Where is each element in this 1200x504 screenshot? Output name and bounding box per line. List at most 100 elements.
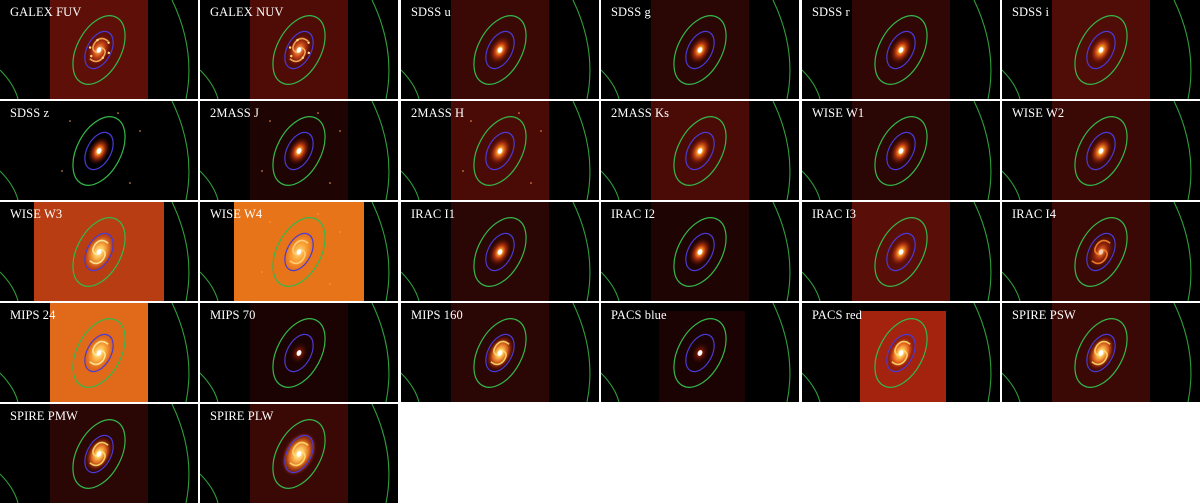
galaxy-image-wise-w1 (802, 101, 1000, 200)
panel-wise-w3: WISE W3 (0, 202, 198, 301)
outer-arc-right (973, 202, 992, 301)
hii-knot (96, 38, 99, 42)
galaxy-core (96, 451, 102, 457)
galaxy-core (497, 47, 503, 53)
inner-aperture-ellipse (284, 30, 314, 70)
galaxy-image-wise-w2 (1002, 101, 1200, 200)
galaxy-core (697, 47, 703, 53)
galaxy-image-mips-70 (200, 303, 398, 402)
galaxy-core (898, 350, 904, 356)
band-label: IRAC I1 (411, 207, 456, 221)
field-star (462, 170, 464, 172)
outer-arc-right (171, 0, 190, 99)
outer-arc-right (973, 101, 992, 200)
outer-arc-left (0, 473, 19, 503)
inner-aperture-ellipse (685, 232, 715, 272)
outer-aperture-ellipse (1074, 116, 1128, 186)
outer-arc-right (1173, 202, 1192, 301)
inner-aperture-ellipse (485, 131, 515, 171)
hii-knot (90, 54, 93, 58)
outer-aperture-ellipse (1074, 217, 1128, 287)
outer-arc-right (371, 404, 390, 503)
hii-knot (290, 54, 293, 58)
outer-arc-left (802, 372, 821, 402)
panel-wise-w2: WISE W2 (1002, 101, 1200, 200)
inner-aperture-ellipse (284, 131, 314, 171)
field-star (117, 112, 119, 114)
outer-arc-left (0, 69, 19, 99)
galaxy-group (673, 217, 727, 287)
outer-arc-right (572, 101, 591, 200)
galaxy-image-pacs-blue (601, 303, 799, 402)
outer-aperture-ellipse (72, 15, 126, 85)
galaxy-group (1074, 318, 1128, 388)
panel-irac-i3: IRAC I3 (802, 202, 1000, 301)
spiral-arm (289, 450, 306, 467)
galaxy-group (272, 116, 326, 186)
inner-aperture-ellipse (485, 232, 515, 272)
galaxy-image-sdss-i (1002, 0, 1200, 99)
spiral-arm (292, 37, 309, 54)
outer-arc-left (802, 271, 821, 301)
outer-aperture-ellipse (874, 116, 928, 186)
galaxy-image-2mass-ks (601, 101, 799, 200)
outer-arc-right (171, 202, 190, 301)
band-label: SDSS u (411, 5, 451, 19)
panel-mips-160: MIPS 160 (401, 303, 599, 402)
galaxy-image-wise-w3 (0, 202, 198, 301)
outer-arc-left (200, 473, 219, 503)
spiral-arm (292, 441, 309, 458)
galaxy-core (898, 47, 904, 53)
panel-irac-i2: IRAC I2 (601, 202, 799, 301)
inner-aperture-ellipse (485, 30, 515, 70)
field-star (470, 120, 472, 122)
panel-sdss-i: SDSS i (1002, 0, 1200, 99)
spiral-arm (289, 248, 306, 265)
panel-galex-fuv: GALEX FUV (0, 0, 198, 99)
outer-arc-left (200, 69, 219, 99)
field-star (261, 170, 263, 172)
outer-arc-left (601, 170, 620, 200)
inner-aperture-ellipse (1086, 232, 1116, 272)
outer-arc-left (601, 271, 620, 301)
outer-arc-right (371, 0, 390, 99)
outer-arc-right (572, 202, 591, 301)
galaxy-core (697, 148, 703, 154)
band-label: SPIRE PSW (1012, 308, 1076, 322)
outer-arc-right (171, 101, 190, 200)
panel-2mass-ks: 2MASS Ks (601, 101, 799, 200)
galaxy-group (874, 116, 928, 186)
galaxy-group (272, 217, 326, 287)
spiral-arm (1094, 239, 1111, 256)
galaxy-group (1074, 217, 1128, 287)
galaxy-core (697, 350, 703, 356)
outer-aperture-ellipse (1074, 318, 1128, 388)
panel-2mass-j: 2MASS J (200, 101, 398, 200)
panel-sdss-g: SDSS g (601, 0, 799, 99)
inner-aperture-ellipse (685, 30, 715, 70)
outer-arc-left (200, 271, 219, 301)
galaxy-core (497, 148, 503, 154)
outer-arc-left (200, 372, 219, 402)
field-star (69, 120, 71, 122)
spiral-arm (92, 239, 109, 256)
galaxy-core (96, 47, 102, 53)
outer-aperture-ellipse (473, 15, 527, 85)
outer-aperture-ellipse (673, 217, 727, 287)
inner-aperture-ellipse (886, 30, 916, 70)
panel-pacs-red: PACS red (802, 303, 1000, 402)
panel-mips-24: MIPS 24 (0, 303, 198, 402)
spiral-arm (490, 349, 507, 366)
outer-arc-left (401, 372, 420, 402)
outer-arc-right (371, 202, 390, 301)
outer-aperture-ellipse (874, 318, 928, 388)
outer-aperture-ellipse (272, 419, 326, 489)
outer-arc-left (401, 271, 420, 301)
spiral-arm (894, 340, 911, 357)
galaxy-image-2mass-j (200, 101, 398, 200)
band-label: MIPS 70 (210, 308, 256, 322)
panel-sdss-z: SDSS z (0, 101, 198, 200)
spiral-arm (92, 441, 109, 458)
outer-arc-right (1173, 101, 1192, 200)
